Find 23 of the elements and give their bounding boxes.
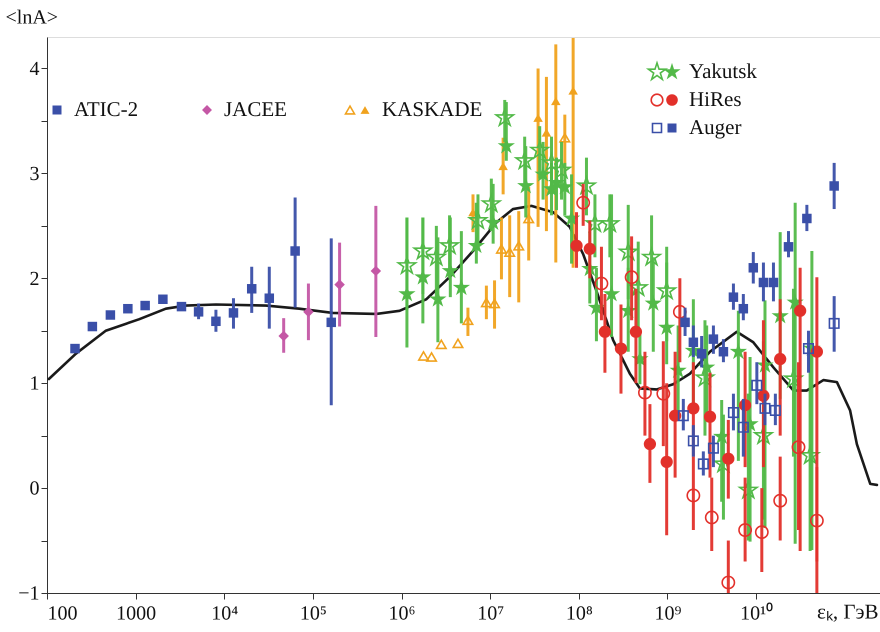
x-tick-label: 10⁸ <box>566 602 593 624</box>
y-tick-label: −1 <box>18 582 40 604</box>
x-tick-label: 1000 <box>116 602 156 624</box>
legend-label: KASKADE <box>382 97 482 121</box>
x-tick-label: 10¹⁰ <box>740 602 774 624</box>
x-tick-label: 10⁹ <box>654 602 682 624</box>
x-tick-label: 10⁶ <box>388 602 416 624</box>
x-axis-title: εₖ, ГэВ <box>817 600 878 624</box>
x-tick-label: 10⁷ <box>477 602 504 624</box>
y-tick-label: 4 <box>30 58 40 80</box>
y-tick-label: 0 <box>30 478 40 500</box>
y-tick-label: 2 <box>30 268 40 290</box>
x-tick-label: 10⁵ <box>300 602 327 624</box>
legend-label: Auger <box>689 115 742 139</box>
y-tick-label: 1 <box>30 372 40 395</box>
y-tick-label: 3 <box>30 162 40 185</box>
legend-label: HiRes <box>689 87 742 111</box>
x-tick-label: 100 <box>48 602 78 624</box>
legend-label: JACEE <box>224 97 287 121</box>
y-axis-title: <lnA> <box>6 6 58 28</box>
x-tick-label: 10⁴ <box>211 602 238 624</box>
legend-label: ATIC-2 <box>74 97 138 121</box>
legend-label: Yakutsk <box>689 59 758 83</box>
